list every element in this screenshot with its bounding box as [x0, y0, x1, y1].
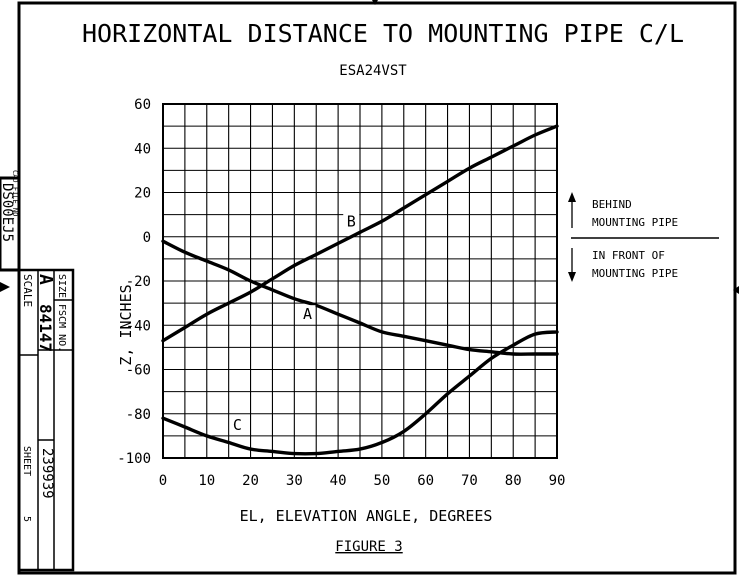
- x-tick-label: 80: [505, 473, 522, 489]
- series-labels: A B C: [229, 212, 360, 434]
- grid: [163, 104, 557, 458]
- x-tick-label: 60: [417, 473, 434, 489]
- series-label-b: B: [347, 212, 356, 230]
- note-behind-line2: MOUNTING PIPE: [592, 216, 678, 229]
- sheet-label: SHEET: [21, 446, 32, 476]
- x-axis-label: EL, ELEVATION ANGLE, DEGREES: [240, 507, 493, 525]
- fscm-label: FSCM NO.: [56, 304, 67, 352]
- scale-label: SCALE: [21, 274, 34, 307]
- note-behind-line1: BEHIND: [592, 198, 632, 211]
- y-tick-label: 20: [134, 186, 151, 202]
- chart-subtitle: ESA24VST: [339, 63, 407, 79]
- fscm-value: 84147: [36, 304, 55, 352]
- x-tick-label: 10: [198, 473, 215, 489]
- plot-frame: [162, 103, 558, 459]
- figure-label: FIGURE 3: [335, 539, 402, 555]
- cad-file-no-label: CAD FILE NO.: [11, 170, 19, 221]
- x-tick-label: 90: [549, 473, 566, 489]
- series-label-a: A: [303, 305, 312, 323]
- series-line-c: [161, 330, 559, 456]
- y-tick-label: 40: [134, 141, 151, 157]
- x-tick-label: 30: [286, 473, 303, 489]
- y-tick-label: 0: [143, 230, 151, 246]
- x-tick-labels: 0 10 20 30 40 50 60 70 80 90: [159, 473, 566, 489]
- y-tick-label: -20: [126, 274, 151, 290]
- right-side-tick: [733, 286, 739, 294]
- series-line-b: [161, 124, 559, 343]
- x-tick-label: 40: [330, 473, 347, 489]
- series-lines: [161, 124, 559, 456]
- series-label-bg: [343, 212, 360, 231]
- y-tick-label: 60: [134, 97, 151, 113]
- size-value: A: [35, 274, 56, 285]
- y-tick-label: -60: [126, 363, 151, 379]
- x-tick-label: 0: [159, 473, 167, 489]
- series-label-bg: [299, 305, 316, 324]
- position-annotation: BEHIND MOUNTING PIPE IN FRONT OF MOUNTIN…: [568, 192, 719, 282]
- arrow-up-icon: [568, 192, 576, 202]
- left-side-tick: [0, 282, 10, 292]
- cad-file-box: [0, 176, 21, 272]
- note-front-line1: IN FRONT OF: [592, 249, 665, 262]
- y-tick-label: -40: [126, 318, 151, 334]
- arrow-down-icon: [568, 272, 576, 282]
- x-tick-label: 20: [242, 473, 259, 489]
- cad-file-no: DS00EJ5: [0, 183, 15, 242]
- drawing-number: 239939: [39, 448, 55, 499]
- y-tick-label: -80: [126, 407, 151, 423]
- y-axis-label: Z, INCHES: [117, 284, 135, 365]
- x-tick-label: 70: [461, 473, 478, 489]
- chart-title: HORIZONTAL DISTANCE TO MOUNTING PIPE C/L: [82, 19, 684, 48]
- sheet-value: 5: [21, 516, 32, 522]
- series-label-bg: [229, 415, 246, 434]
- top-center-tick: [372, 0, 378, 5]
- title-block-frame: [17, 268, 75, 572]
- plot-area: 0 10 20 30 40 50 60 70 80 90 60 40 20 0 -20 -40 -60 -80 -…: [117, 97, 565, 489]
- title-block: CAD FILE NO. DS00EJ5 SCALE SIZE A FSCM N…: [0, 170, 75, 572]
- series-line-a: [161, 239, 559, 356]
- y-tick-label: -100: [117, 451, 151, 467]
- x-tick-label: 50: [373, 473, 390, 489]
- size-label: SIZE: [56, 274, 67, 298]
- series-label-c: C: [233, 416, 242, 434]
- note-front-line2: MOUNTING PIPE: [592, 267, 678, 280]
- y-tick-labels: 60 40 20 0 -20 -40 -60 -80 -100: [117, 97, 151, 467]
